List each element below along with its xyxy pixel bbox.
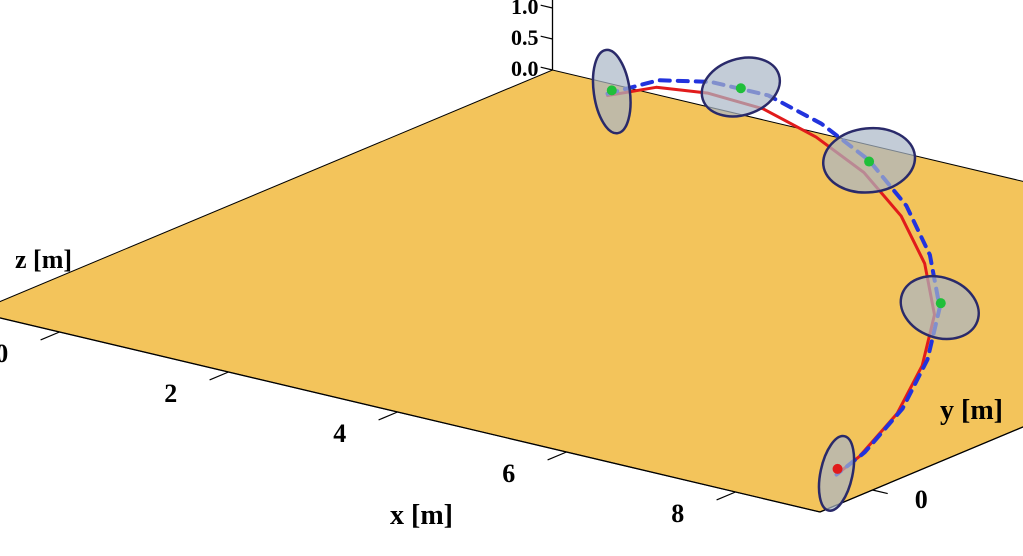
disc-center-dot-green [607, 85, 617, 95]
z-tick-label: 1.0 [511, 0, 539, 19]
x-tick-label: 0 [0, 339, 8, 368]
x-axis-label: x [m] [390, 500, 453, 532]
plot-3d-container: 024680240.00.51.0 z [m] x [m] y [m] [0, 0, 1023, 556]
x-tick-label: 4 [333, 419, 346, 448]
x-tick [379, 412, 398, 420]
x-tick [548, 452, 567, 460]
disc-center-dot-green [864, 157, 874, 167]
z-tick-label: 0.5 [511, 25, 539, 50]
z-tick-label: 0.0 [511, 56, 539, 81]
disc-center-dot-green [936, 298, 946, 308]
y-tick [873, 490, 888, 494]
disc-center-dot-green [736, 83, 746, 93]
z-tick [541, 36, 553, 39]
x-tick [717, 492, 736, 500]
y-tick-label: 0 [915, 485, 928, 514]
x-tick-label: 2 [164, 379, 177, 408]
x-tick [210, 372, 229, 380]
x-tick [41, 332, 60, 340]
z-tick [541, 5, 553, 8]
z-axis-label: z [m] [15, 245, 72, 275]
y-axis-label: y [m] [940, 395, 1003, 427]
scene-svg: 024680240.00.51.0 [0, 0, 1023, 556]
x-tick-label: 6 [502, 459, 515, 488]
x-tick-label: 8 [671, 499, 684, 528]
disc-center-dot-red [833, 464, 843, 474]
z-tick [541, 67, 553, 70]
